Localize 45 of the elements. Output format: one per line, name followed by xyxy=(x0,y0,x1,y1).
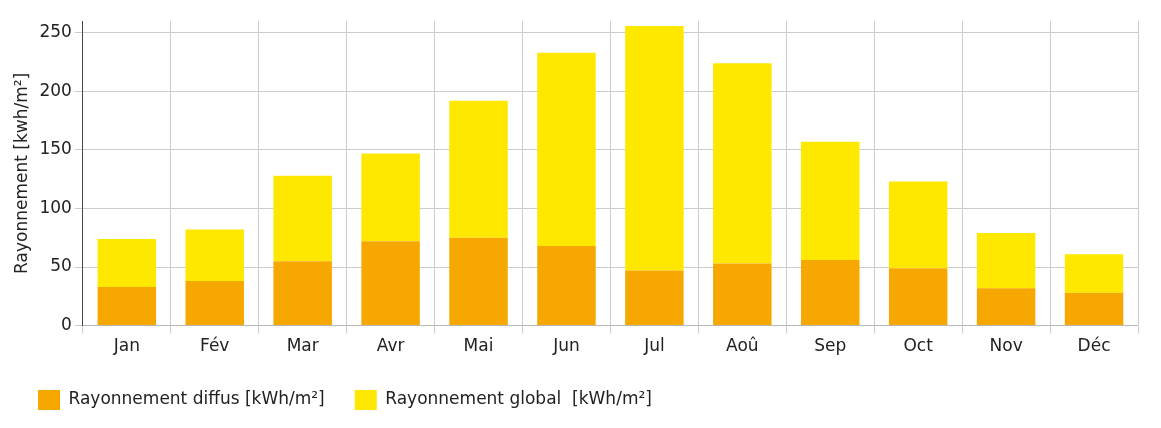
bar xyxy=(625,25,684,271)
x-tick-label: Jan xyxy=(112,335,140,356)
bar xyxy=(976,233,1036,289)
bar xyxy=(449,237,508,326)
x-tick-label: Aoû xyxy=(726,335,759,356)
x-tick-label: Oct xyxy=(903,335,934,356)
y-tick-label: 200 xyxy=(39,79,72,100)
bar xyxy=(97,286,157,326)
x-tick-label: Nov xyxy=(989,335,1023,356)
legend-label: Rayonnement global [kWh/m²] xyxy=(385,388,652,409)
bar xyxy=(537,52,596,246)
y-tick-label: 100 xyxy=(39,196,72,217)
bar xyxy=(713,63,772,264)
x-tick-label: Fév xyxy=(200,335,230,356)
bar xyxy=(1064,254,1124,293)
legend-label: Rayonnement diffus [kWh/m²] xyxy=(68,388,325,409)
bar xyxy=(625,270,684,326)
x-tick-label: Jul xyxy=(643,335,665,356)
bar xyxy=(273,261,332,326)
x-tick-label: Sep xyxy=(814,335,847,356)
bar xyxy=(185,281,244,326)
x-tick-label: Avr xyxy=(376,335,405,356)
y-tick-label: 50 xyxy=(50,255,72,276)
y-tick-label: 250 xyxy=(39,21,72,42)
bar xyxy=(361,153,420,242)
bar xyxy=(185,229,244,282)
bar xyxy=(97,238,157,287)
bar xyxy=(1064,292,1124,326)
x-tick-label: Jun xyxy=(552,335,580,356)
x-tick-label: Déc xyxy=(1077,335,1111,356)
bar xyxy=(888,268,948,326)
x-tick-label: Mar xyxy=(286,335,319,356)
bar xyxy=(713,263,772,326)
x-tick-label: Mai xyxy=(463,335,494,356)
y-tick-label: 150 xyxy=(39,138,72,159)
bar xyxy=(361,241,420,326)
bar xyxy=(449,100,508,238)
y-tick-label: 0 xyxy=(61,314,72,335)
y-axis-title: Rayonnement [kwh/m²] xyxy=(10,72,31,274)
bar xyxy=(976,288,1036,326)
bar xyxy=(888,181,948,269)
bar xyxy=(273,175,332,262)
bar xyxy=(537,245,596,326)
bar xyxy=(801,260,860,326)
bar xyxy=(801,141,860,261)
